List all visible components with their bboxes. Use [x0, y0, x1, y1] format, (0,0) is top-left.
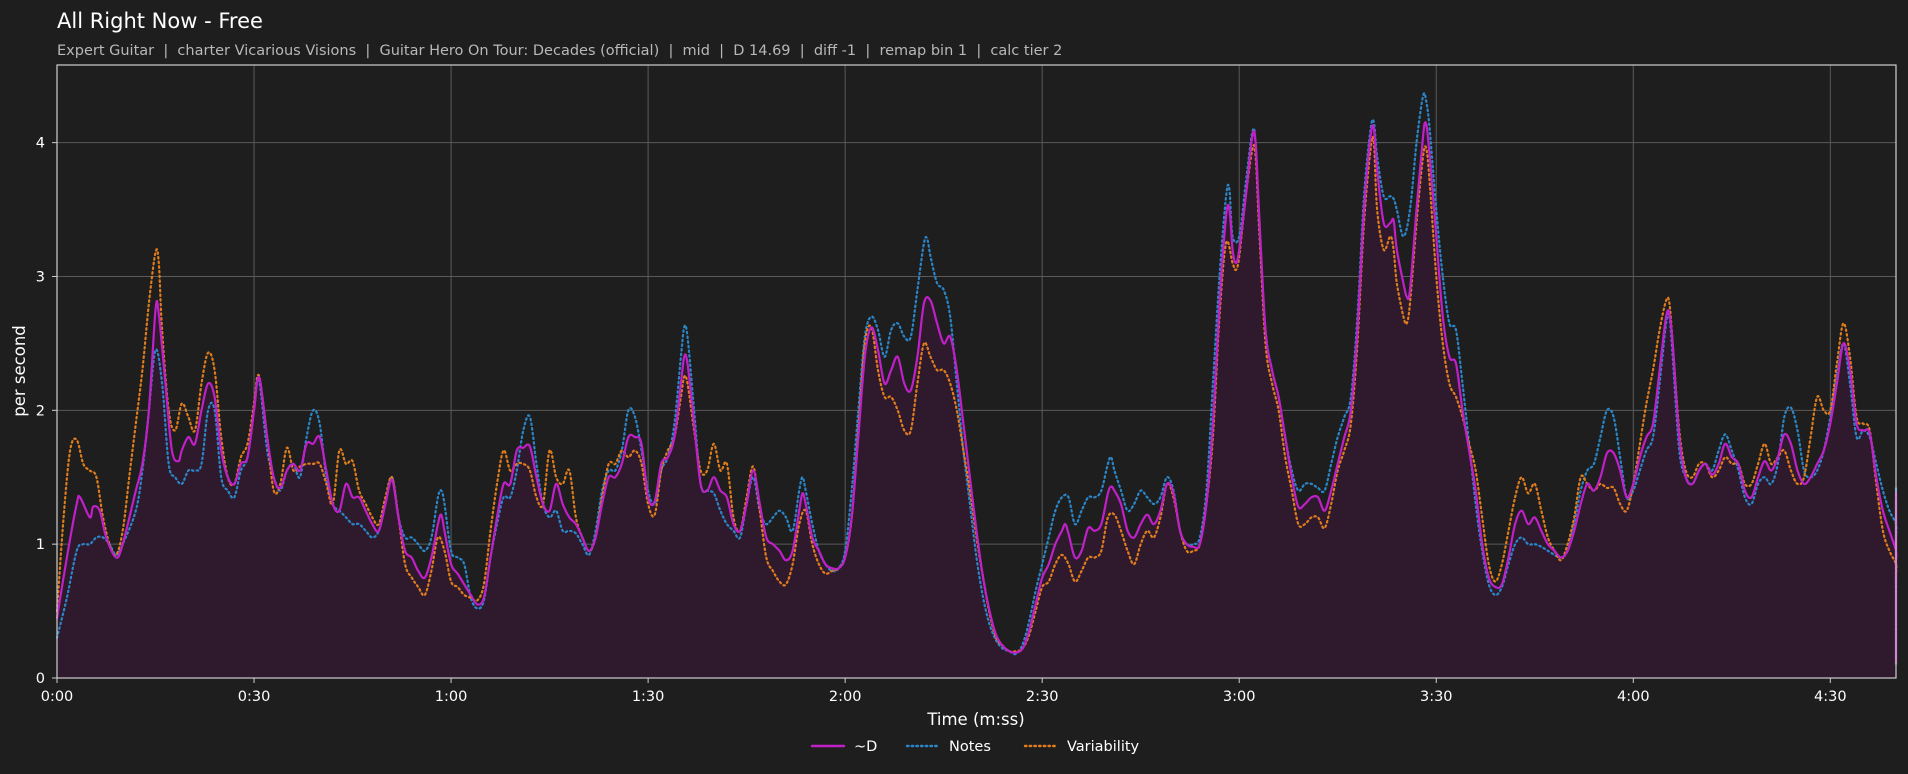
series-layer: [55, 92, 1898, 666]
y-axis-label: per second: [10, 325, 29, 417]
chart-title: All Right Now - Free: [57, 9, 263, 33]
y-tick-label: 4: [36, 136, 45, 152]
plot-frame: [56, 64, 1897, 679]
y-tick-label: 1: [36, 537, 45, 553]
x-tick-label: 0:30: [238, 689, 271, 705]
legend-label-d: ~D: [854, 739, 877, 755]
legend: ~D Notes Variability: [810, 739, 1140, 755]
x-tick-label: 3:30: [1420, 689, 1453, 705]
x-axis-label: Time (m:ss): [926, 710, 1024, 729]
y-axis-ticks: 0 1 2 3 4: [36, 136, 57, 687]
y-tick-label: 2: [36, 403, 45, 419]
x-tick-label: 4:00: [1617, 689, 1650, 705]
legend-label-notes: Notes: [949, 739, 991, 755]
y-tick-label: 3: [36, 269, 45, 285]
chart-subtitle: Expert Guitar | charter Vicarious Vision…: [57, 43, 1062, 59]
x-tick-label: 1:00: [435, 689, 468, 705]
series-line-notes: [55, 92, 1898, 666]
x-tick-label: 2:00: [829, 689, 862, 705]
x-tick-label: 2:30: [1026, 689, 1059, 705]
x-axis-ticks: 0:00 0:30 1:00 1:30 2:00 2:30 3:00 3:30 4:00 4:30: [41, 678, 1847, 705]
series-line-d: [55, 121, 1898, 663]
y-tick-label: 0: [36, 671, 45, 687]
series-line-variability: [55, 135, 1898, 666]
x-tick-label: 0:00: [41, 689, 74, 705]
legend-label-variability: Variability: [1067, 739, 1140, 755]
x-tick-label: 3:00: [1223, 689, 1256, 705]
d-area-layer: [57, 122, 1897, 678]
d-area-fill: [57, 122, 1897, 678]
x-tick-label: 4:30: [1814, 689, 1847, 705]
x-tick-label: 1:30: [632, 689, 665, 705]
